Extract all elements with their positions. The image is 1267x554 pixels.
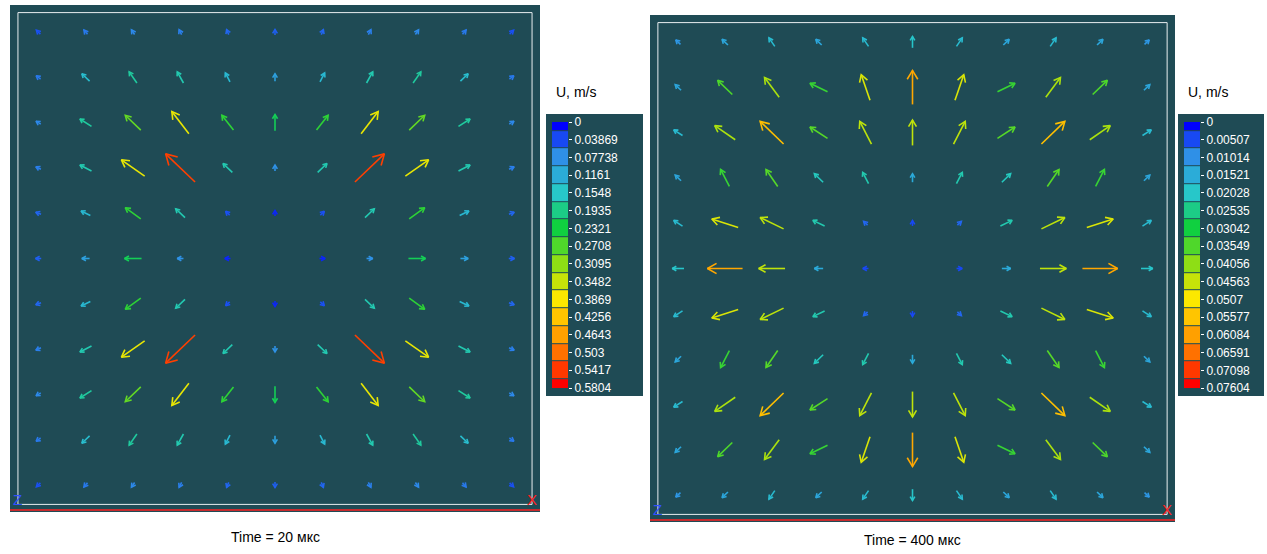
svg-text:0.01521: 0.01521: [1206, 168, 1250, 182]
svg-text:0.01014: 0.01014: [1206, 151, 1250, 165]
svg-text:0.1161: 0.1161: [574, 168, 610, 182]
svg-text:Time = 20 мкс: Time = 20 мкс: [231, 529, 320, 545]
svg-text:0.00507: 0.00507: [1206, 133, 1250, 147]
svg-text:U, m/s: U, m/s: [556, 84, 596, 100]
svg-text:0.02535: 0.02535: [1206, 204, 1250, 218]
svg-text:0.5417: 0.5417: [574, 363, 611, 377]
svg-text:0.07604: 0.07604: [1206, 381, 1250, 395]
svg-text:X: X: [527, 491, 537, 508]
svg-text:0.07738: 0.07738: [574, 151, 618, 165]
svg-text:0.03042: 0.03042: [1206, 222, 1250, 236]
svg-text:0.1548: 0.1548: [574, 186, 611, 200]
svg-text:Z: Z: [13, 491, 22, 508]
svg-text:0.3482: 0.3482: [574, 275, 611, 289]
svg-text:X: X: [1162, 501, 1172, 518]
svg-text:0.03549: 0.03549: [1206, 239, 1250, 253]
svg-text:0: 0: [574, 115, 581, 129]
svg-text:0.05577: 0.05577: [1206, 310, 1250, 324]
svg-text:0.07098: 0.07098: [1206, 364, 1250, 378]
svg-text:0.04563: 0.04563: [1206, 275, 1250, 289]
svg-text:0.3095: 0.3095: [574, 257, 611, 271]
svg-text:0.3869: 0.3869: [574, 293, 611, 307]
svg-text:0.2708: 0.2708: [574, 239, 611, 253]
svg-text:0.06084: 0.06084: [1206, 328, 1250, 342]
svg-text:0.0507: 0.0507: [1206, 293, 1243, 307]
svg-text:0.06591: 0.06591: [1206, 346, 1250, 360]
svg-text:0.04056: 0.04056: [1206, 257, 1250, 271]
svg-text:0.4643: 0.4643: [574, 328, 611, 342]
svg-text:0: 0: [1206, 115, 1213, 129]
svg-text:0.02028: 0.02028: [1206, 186, 1250, 200]
svg-text:0.2321: 0.2321: [574, 222, 611, 236]
svg-text:0.4256: 0.4256: [574, 310, 611, 324]
svg-text:Z: Z: [653, 501, 662, 518]
svg-text:0.503: 0.503: [574, 346, 604, 360]
svg-text:0.5804: 0.5804: [574, 381, 611, 395]
svg-text:0.1935: 0.1935: [574, 204, 611, 218]
svg-text:Time = 400 мкс: Time = 400 мкс: [864, 532, 961, 548]
svg-text:0.03869: 0.03869: [574, 133, 618, 147]
svg-text:U, m/s: U, m/s: [1188, 84, 1228, 100]
